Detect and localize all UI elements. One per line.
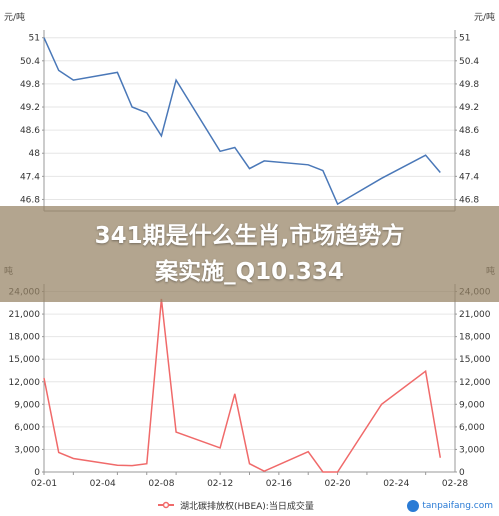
- y-tick-label-right: 0: [459, 468, 465, 478]
- price-chart: 元/吨 元/吨 46.8 46.8 47.4 47.4 48 48 48.6 48.6 49.2 49…: [4, 11, 495, 212]
- y-tick-label-left: 49.2: [20, 103, 40, 113]
- y-tick-label-left: 12,000: [9, 378, 41, 388]
- legend-label: 湖北碳排放权(HBEA):当日成交量: [180, 500, 314, 512]
- y-tick-label-right: 15,000: [459, 355, 491, 365]
- x-tick-label: 02-28: [442, 479, 468, 489]
- y-tick-label-right: 9,000: [459, 400, 485, 410]
- series-line-price: [43, 37, 441, 206]
- banner-line-1: 341期是什么生肖,市场趋势方: [94, 223, 405, 249]
- y-tick-label-right: 48.6: [459, 126, 479, 136]
- y-tick-label-right: 21,000: [459, 310, 491, 320]
- y-tick-label-right: 46.8: [459, 195, 479, 205]
- title-banner: 341期是什么生肖,市场趋势方 案实施_Q10.334: [0, 206, 499, 302]
- legend: 湖北碳排放权(HBEA):当日成交量: [158, 500, 314, 512]
- y-tick-label-right: 51: [459, 34, 470, 44]
- y-tick-label-left: 47.4: [20, 172, 40, 182]
- y-tick-label-right: 49.2: [459, 103, 479, 113]
- x-tick-label: 02-04: [90, 479, 116, 489]
- y-tick-label-left: 51: [29, 34, 40, 44]
- x-tick-label: 02-01: [31, 479, 57, 489]
- x-tick-label: 02-08: [148, 479, 174, 489]
- unit-label-left: 元/吨: [4, 11, 25, 23]
- y-tick-label-left: 21,000: [9, 310, 41, 320]
- y-tick-label-right: 12,000: [459, 378, 491, 388]
- y-tick-label-left: 9,000: [14, 400, 40, 410]
- y-tick-label-right: 6,000: [459, 423, 485, 433]
- y-tick-label-left: 48: [29, 149, 41, 159]
- x-tick-label: 02-24: [383, 479, 409, 489]
- y-tick-label-right: 3,000: [459, 445, 485, 455]
- banner-line-2: 案实施_Q10.334: [155, 259, 344, 285]
- y-tick-label-left: 15,000: [9, 355, 41, 365]
- series-line-volume: [43, 298, 442, 473]
- unit-label-right: 元/吨: [474, 11, 495, 23]
- y-tick-label-left: 46.8: [20, 195, 40, 205]
- y-tick-label-right: 18,000: [459, 333, 491, 343]
- y-tick-label-left: 50.4: [20, 57, 40, 67]
- y-tick-label-left: 18,000: [9, 333, 41, 343]
- y-tick-label-left: 49.8: [20, 80, 40, 90]
- watermark-text: tanpaifang.com: [422, 501, 493, 511]
- y-tick-label-right: 47.4: [459, 172, 479, 182]
- watermark-logo-icon: [407, 500, 420, 512]
- watermark: tanpaifang.com: [407, 500, 493, 512]
- x-tick-label: 02-20: [324, 479, 350, 489]
- x-tick-label: 02-12: [207, 479, 233, 489]
- y-tick-label-left: 48.6: [20, 126, 40, 136]
- legend-marker: [162, 501, 170, 509]
- y-tick-label-left: 6,000: [14, 423, 40, 433]
- x-tick-label: 02-16: [266, 479, 292, 489]
- y-tick-label-right: 48: [459, 149, 471, 159]
- y-tick-label-right: 50.4: [459, 57, 479, 67]
- y-tick-label-left: 0: [34, 468, 40, 478]
- y-tick-label-right: 49.8: [459, 80, 479, 90]
- y-tick-label-left: 3,000: [14, 445, 40, 455]
